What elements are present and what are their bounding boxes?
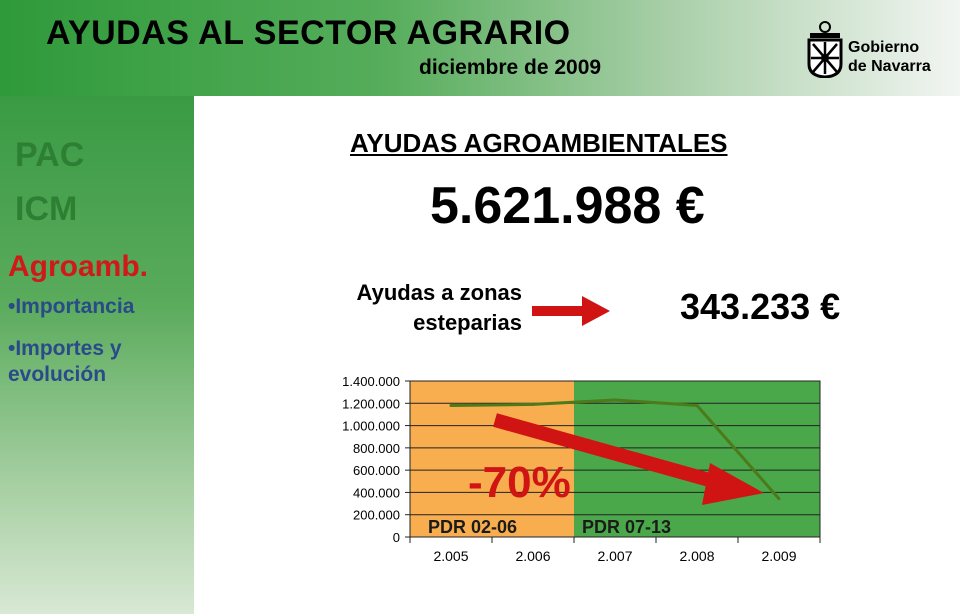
sidebar	[0, 96, 194, 614]
sidebar-subitem-importes-line2: evolución	[8, 363, 107, 386]
x-tick-label: 2.009	[761, 548, 796, 564]
sidebar-item-pac[interactable]: PAC	[15, 136, 85, 174]
navarra-shield-icon	[807, 21, 843, 78]
sidebar-subitem-importancia[interactable]: •Importancia	[8, 295, 135, 318]
data-point	[695, 404, 699, 408]
decline-arrow-shaft	[493, 413, 722, 490]
section-title: AYUDAS AGROAMBIENTALES	[350, 128, 728, 158]
y-tick-label: 400.000	[353, 485, 400, 500]
sidebar-subitem-importes[interactable]: •Importes y evolución	[8, 336, 122, 388]
page-title: AYUDAS AL SECTOR AGRARIO	[46, 14, 571, 52]
y-tick-label: 200.000	[353, 508, 400, 523]
data-point	[449, 404, 453, 408]
y-tick-label: 1.400.000	[342, 374, 400, 389]
y-tick-label: 600.000	[353, 463, 400, 478]
x-tick-label: 2.007	[597, 548, 632, 564]
region-pdr-02-06	[410, 381, 574, 537]
zone-label: Ayudas a zonas esteparias	[300, 278, 522, 338]
total-amount: 5.621.988 €	[430, 177, 705, 235]
x-tick-label: 2.005	[433, 548, 468, 564]
right-arrow-icon	[532, 296, 610, 326]
x-tick-label: 2.008	[679, 548, 714, 564]
region-label-pdr-02-06: PDR 02-06	[428, 517, 517, 537]
logo-text-line2: de Navarra	[848, 58, 931, 75]
data-point	[531, 402, 535, 406]
zone-label-line2: esteparias	[413, 310, 522, 335]
sidebar-subitem-importes-line1: •Importes y	[8, 337, 122, 360]
decline-arrow-head	[702, 463, 764, 505]
logo-text-line1: Gobierno	[848, 39, 920, 56]
y-tick-label: 800.000	[353, 441, 400, 456]
data-point	[777, 497, 781, 501]
sidebar-item-agroamb[interactable]: Agroamb.	[8, 250, 149, 283]
y-tick-label: 0	[393, 530, 400, 545]
zone-label-line1: Ayudas a zonas	[356, 280, 522, 305]
page-date: diciembre de 2009	[419, 56, 602, 79]
x-tick-label: 2.006	[515, 548, 550, 564]
sidebar-item-icm[interactable]: ICM	[15, 190, 78, 228]
gobierno-navarra-logo: Gobierno de Navarra	[806, 20, 946, 80]
header-banner: AYUDAS AL SECTOR AGRARIO diciembre de 20…	[0, 0, 960, 96]
zone-amount: 343.233 €	[680, 286, 841, 327]
decline-annotation: -70%	[468, 458, 571, 507]
y-tick-label: 1.000.000	[342, 419, 400, 434]
evolution-chart: 0 200.000 400.000 600.000 800.000 1.000.000 1.…	[342, 374, 821, 564]
region-label-pdr-07-13: PDR 07-13	[582, 517, 671, 537]
data-point	[613, 398, 617, 402]
y-tick-label: 1.200.000	[342, 396, 400, 411]
